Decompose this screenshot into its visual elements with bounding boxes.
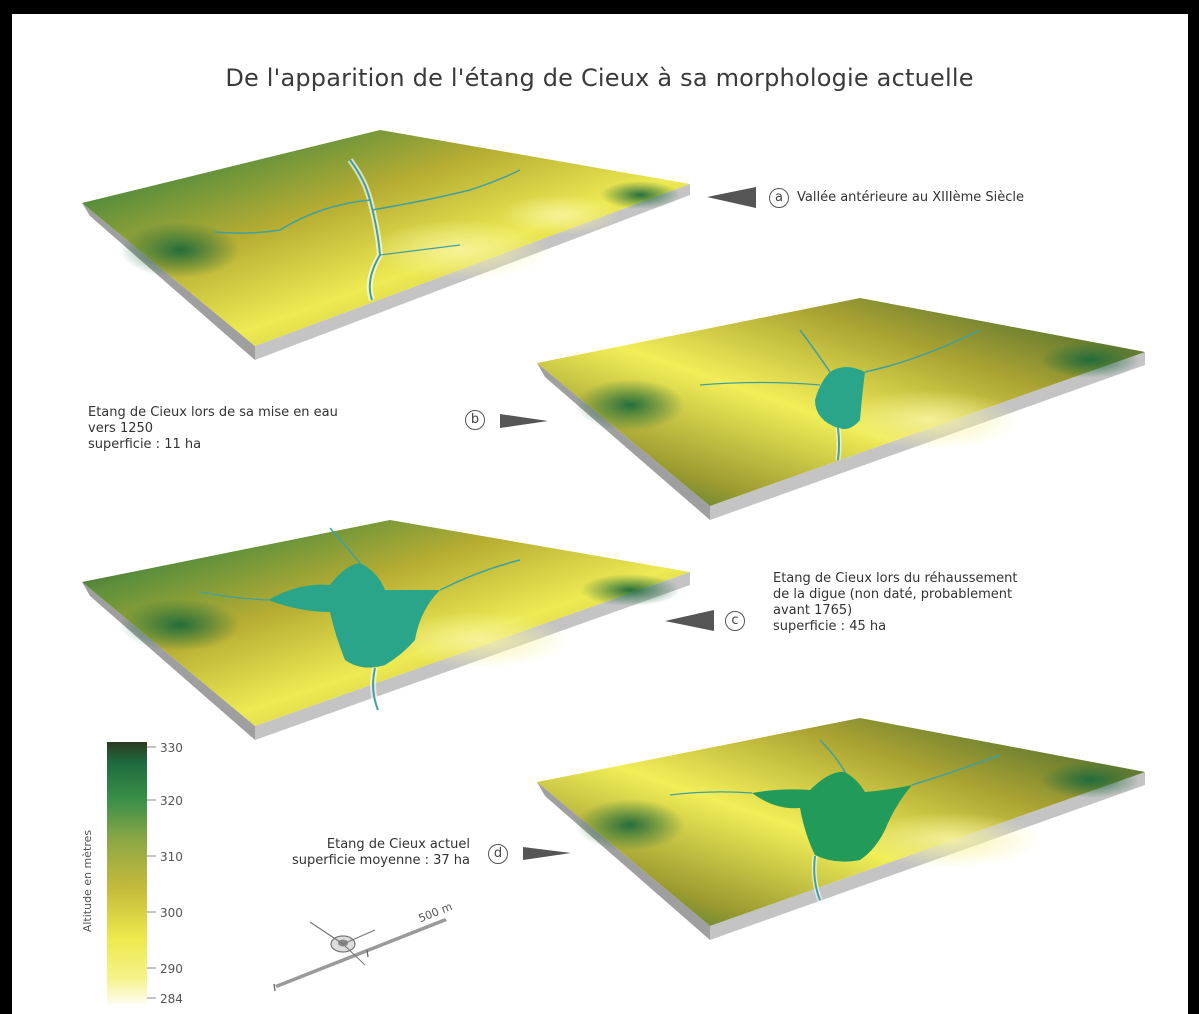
legend-colorbar [107,742,147,1004]
stage-c-line-1: Etang de Cieux lors du réhaussement [773,571,1018,586]
legend-tick-290: 290 [160,962,183,976]
stage-d-label: Etang de Cieux actuel superficie moyenne… [216,837,470,869]
stage-a-marker: a [769,188,789,208]
legend-axis-title: Altitude en mètres [81,829,94,933]
terrain-block-b [537,298,1145,520]
figure-title: De l'apparition de l'étang de Cieux à sa… [225,64,974,92]
terrain-block-a [82,130,690,360]
pond-b [815,367,865,429]
pointer-d [523,847,571,860]
terrain-block-c [82,520,690,740]
stage-d-marker: d [488,844,508,864]
legend-ticks [147,746,156,999]
river-a [349,159,382,301]
stage-b-marker: b [465,410,485,430]
north-arrow-icon [309,921,376,966]
stage-b-line-2: vers 1250 [88,421,154,436]
pointer-b [500,414,548,428]
scale-bar [273,918,447,992]
stage-c-line-3: avant 1765) [773,603,853,618]
stage-c-label: Etang de Cieux lors du réhaussement de l… [773,571,1018,635]
pointer-c [665,610,714,631]
terrain-block-d [537,718,1145,940]
stage-b-line-1: Etang de Cieux lors de sa mise en eau [88,405,338,420]
pond-c [268,563,440,668]
legend-tick-284: 284 [160,992,183,1006]
stage-d-line-1: Etang de Cieux actuel [326,837,470,852]
stage-c-line-2: de la digue (non daté, probablement [773,587,1013,602]
stage-c-line-4: superficie : 45 ha [773,619,887,634]
legend-tick-310: 310 [160,850,183,864]
stage-a-line-1: Vallée antérieure au XIIIème Siècle [797,190,1025,205]
legend-tick-320: 320 [160,794,183,808]
stage-b-line-3: superficie : 11 ha [88,437,202,452]
legend-tick-330: 330 [160,741,183,755]
stage-d-line-2: superficie moyenne : 37 ha [292,853,470,868]
pointer-a [707,187,756,208]
stage-c-marker: c [725,611,745,631]
stage-b-label: Etang de Cieux lors de sa mise en eau ve… [88,405,338,453]
stage-a-label: Vallée antérieure au XIIIème Siècle [797,190,1024,206]
pond-d [752,771,912,862]
legend-tick-300: 300 [160,906,183,920]
